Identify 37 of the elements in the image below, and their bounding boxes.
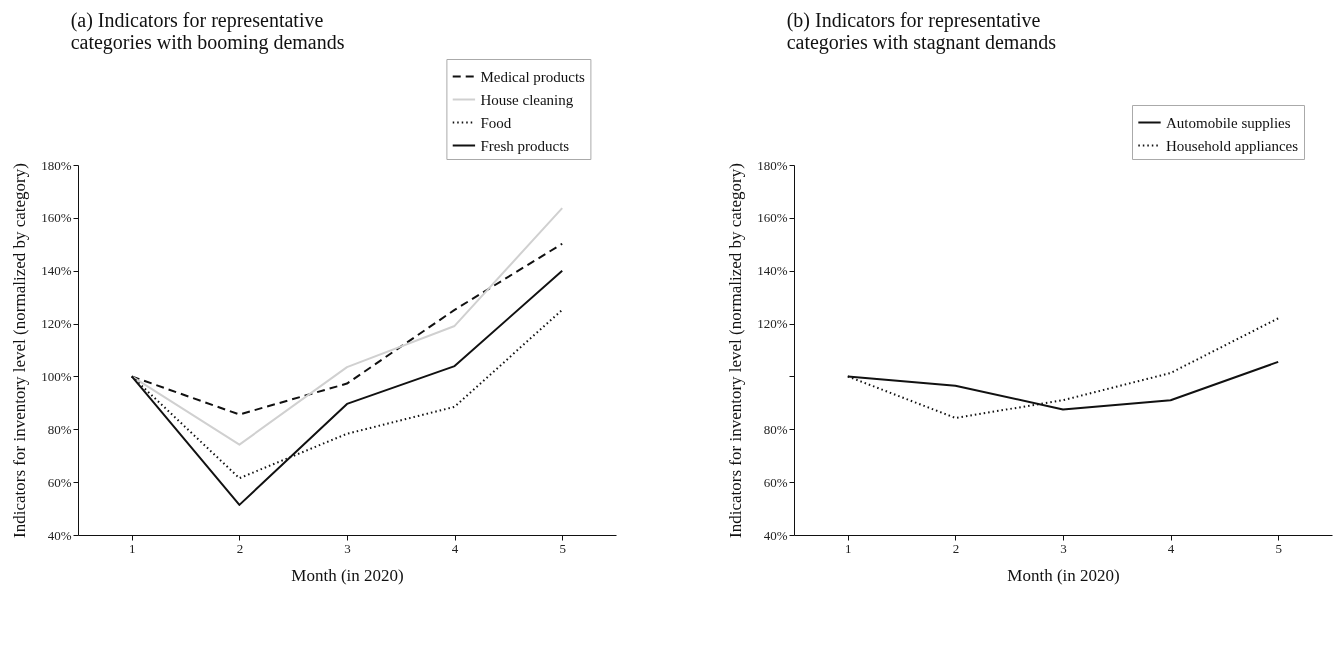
y-tick-label: 120% — [757, 316, 788, 332]
x-tick-label: 4 — [451, 540, 459, 556]
y-tick-label: 100% — [41, 368, 72, 384]
legend-label: Food — [480, 114, 512, 131]
legend-label: Medical products — [480, 68, 586, 85]
x-tick-label: 2 — [236, 540, 244, 556]
y-tick-label: 180% — [41, 157, 72, 173]
x-tick-label: 2 — [952, 540, 960, 556]
x-axis-title: Month (in 2020) — [1007, 565, 1120, 585]
y-tick-label: 80% — [763, 421, 788, 437]
x-tick-label: 3 — [344, 540, 351, 556]
y-tick-label: 60% — [763, 474, 788, 490]
x-axis-title: Month (in 2020) — [291, 565, 404, 585]
x-tick-label: 4 — [1167, 540, 1175, 556]
x-tick-label: 5 — [559, 540, 566, 556]
legend-label: Fresh products — [480, 137, 570, 154]
y-axis-title: Indicators for inventory level (normalized by category) — [10, 163, 30, 538]
x-tick-label: 5 — [1275, 540, 1282, 556]
legend-label: Automobile supplies — [1166, 114, 1291, 131]
y-axis-title: Indicators for inventory level (normalized by category) — [726, 163, 746, 538]
x-tick-label: 1 — [845, 540, 852, 556]
legend-label: Household appliances — [1166, 137, 1299, 154]
legend-label: House cleaning — [480, 91, 574, 108]
y-tick-label: 140% — [757, 263, 788, 279]
y-tick-label: 40% — [763, 527, 788, 543]
y-tick-label: 60% — [47, 474, 72, 490]
y-tick-label: 80% — [47, 421, 72, 437]
chart-title: (b) Indicators for representative categories with stagnant demands — [786, 8, 1057, 54]
x-tick-label: 3 — [1060, 540, 1067, 556]
chart-title: (a) Indicators for representative categories with booming demands — [70, 8, 345, 54]
y-tick-label: 180% — [757, 157, 788, 173]
x-tick-label: 1 — [129, 540, 136, 556]
y-tick-label: 160% — [41, 210, 72, 226]
y-tick-label: 40% — [47, 527, 72, 543]
y-tick-label: 160% — [757, 210, 788, 226]
y-tick-label: 140% — [41, 263, 72, 279]
y-tick-label: 120% — [41, 316, 72, 332]
